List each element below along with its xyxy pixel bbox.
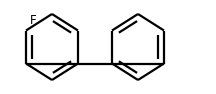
Text: F: F (30, 14, 37, 27)
